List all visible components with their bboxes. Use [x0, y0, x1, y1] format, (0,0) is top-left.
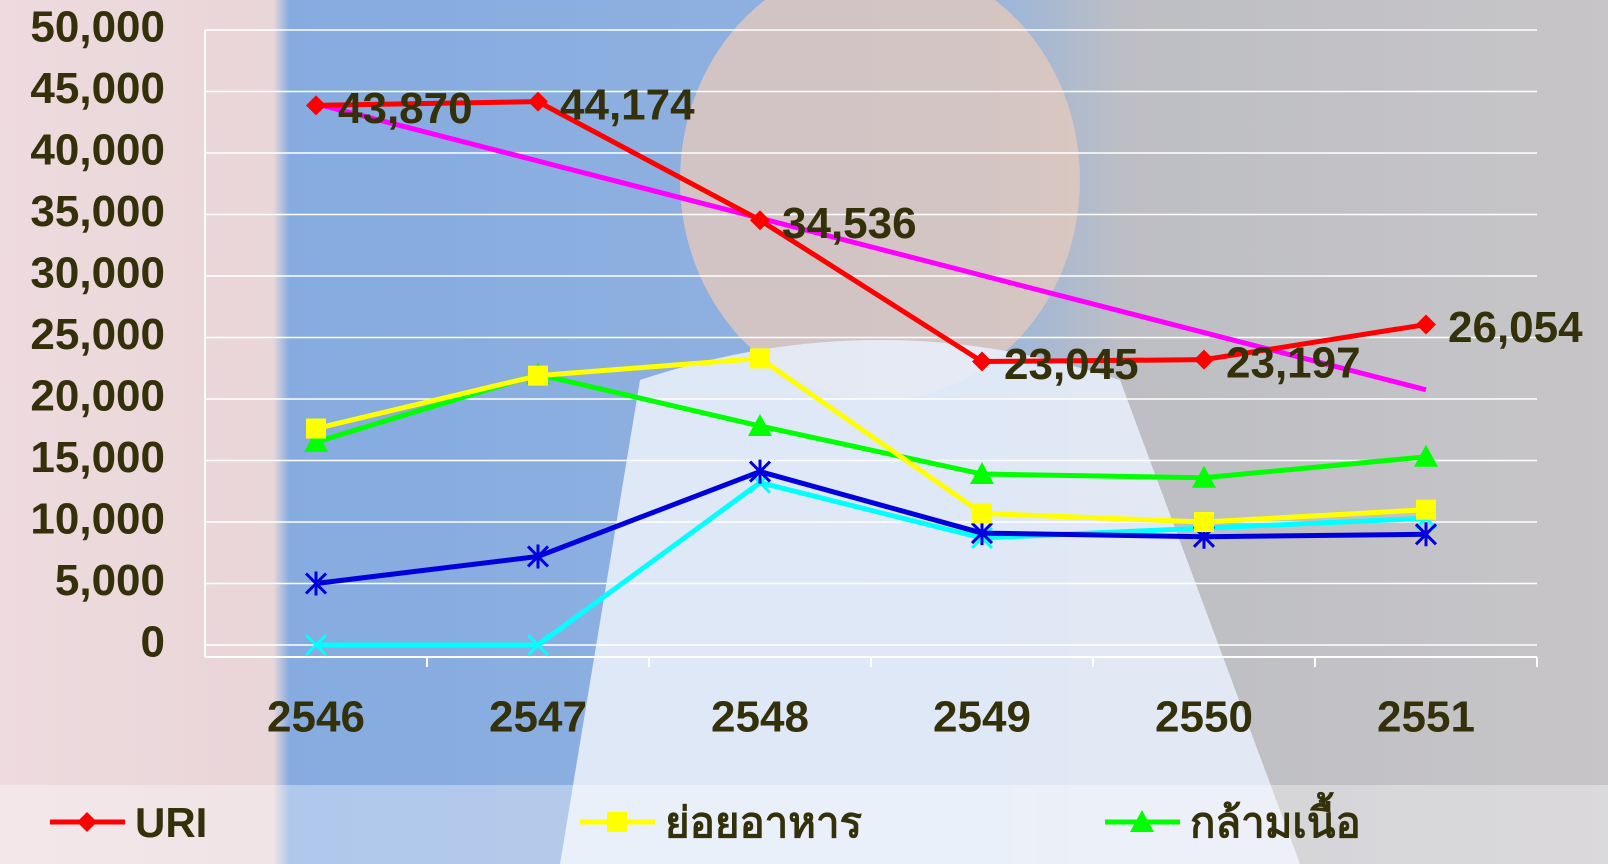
legend-label: URI — [135, 799, 207, 846]
point — [528, 91, 548, 112]
point — [526, 544, 550, 569]
point — [304, 430, 328, 453]
point — [1414, 522, 1438, 547]
x-tick-label: 2547 — [489, 693, 587, 742]
y-tick-label: 25,000 — [30, 310, 165, 359]
y-tick-label: 35,000 — [30, 187, 165, 236]
point — [972, 503, 992, 524]
data-label: 23,045 — [1004, 340, 1139, 389]
point — [748, 414, 772, 437]
x-tick-label: 2549 — [933, 693, 1031, 742]
data-label: 43,870 — [338, 84, 473, 133]
legend-marker — [1130, 810, 1154, 832]
legend-label: กล้ามเนื้อ — [1190, 791, 1361, 846]
point — [1192, 465, 1216, 488]
data-label: 26,054 — [1448, 303, 1583, 352]
point — [970, 462, 994, 485]
point — [1194, 349, 1214, 370]
x-tick-label: 2551 — [1377, 693, 1475, 742]
y-tick-label: 0 — [141, 618, 165, 667]
y-tick-label: 45,000 — [30, 64, 165, 113]
y-tick-label: 30,000 — [30, 249, 165, 298]
point — [1194, 512, 1214, 532]
y-tick-label: 20,000 — [30, 372, 165, 421]
point — [750, 348, 770, 369]
point — [1414, 444, 1438, 467]
point — [306, 95, 326, 116]
point — [1416, 499, 1436, 520]
series-line — [316, 479, 1427, 648]
point — [304, 571, 328, 596]
photo-figure — [680, 0, 1080, 400]
series-line — [315, 101, 1427, 393]
legend-box — [0, 785, 1608, 864]
y-tick-label: 15,000 — [30, 433, 165, 482]
y-tick-label: 40,000 — [30, 126, 165, 175]
y-tick-label: 50,000 — [30, 3, 165, 52]
data-label: 23,197 — [1226, 338, 1361, 387]
point — [750, 210, 770, 231]
series-line — [315, 355, 1427, 525]
series-line — [315, 99, 1427, 365]
y-tick-label: 10,000 — [30, 495, 165, 544]
y-tick-label: 5,000 — [55, 556, 165, 605]
point — [526, 633, 550, 657]
point — [748, 459, 772, 484]
photo-figure — [560, 340, 1300, 864]
legend-marker — [607, 812, 627, 832]
point — [304, 633, 328, 657]
point — [972, 351, 992, 372]
x-tick-label: 2546 — [267, 693, 365, 742]
data-label: 34,536 — [782, 199, 917, 248]
legend-marker — [77, 812, 97, 832]
point — [306, 418, 326, 439]
x-tick-label: 2550 — [1155, 693, 1253, 742]
x-tick-label: 2548 — [711, 693, 809, 742]
legend-label: ย่อยอาหาร — [665, 799, 863, 846]
data-label: 44,174 — [560, 80, 695, 129]
series-line — [315, 468, 1427, 586]
point — [1416, 314, 1436, 335]
point — [970, 521, 994, 546]
point — [528, 365, 548, 386]
